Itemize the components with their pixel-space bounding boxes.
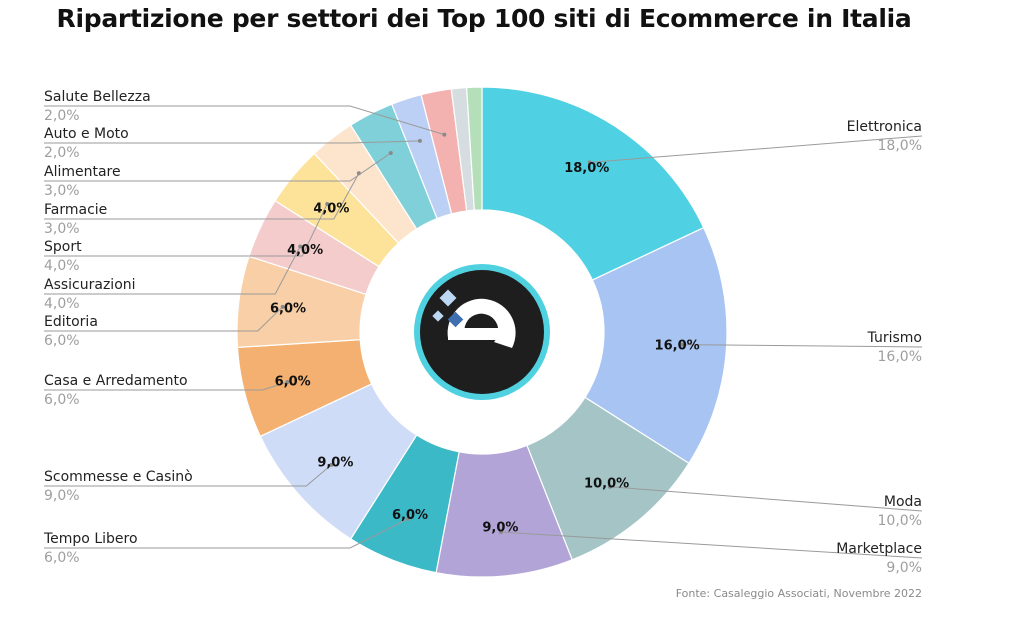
category-value-label: 6,0% (44, 333, 80, 349)
category-label: Tempo Libero (43, 531, 138, 547)
category-label: Turismo (867, 330, 922, 346)
category-label: Salute Bellezza (44, 89, 151, 105)
slice-value-label: 6,0% (392, 508, 428, 523)
slice-value-label: 6,0% (270, 301, 306, 316)
slice-value-label: 10,0% (584, 477, 629, 492)
outer-labels: Elettronica 18,0% Turismo 16,0% Moda 10,0% Mar… (43, 89, 922, 576)
leader-line (610, 486, 923, 512)
slice-value-label: 9,0% (482, 521, 518, 536)
slice-elettronica (481, 86, 705, 281)
category-label: Assicurazioni (44, 277, 136, 293)
leader-line (44, 381, 288, 391)
category-label: Farmacie (44, 202, 107, 218)
ecommerce-e-logo-icon (414, 264, 550, 400)
category-value-label: 16,0% (878, 349, 922, 365)
source-note: Fonte: Casaleggio Associati, Novembre 20… (675, 587, 922, 600)
leader-line (44, 173, 360, 220)
slice-value-label: 18,0% (564, 161, 609, 176)
leader-dot (680, 342, 685, 347)
leader-dot (417, 138, 422, 143)
leader-dot (498, 530, 503, 535)
leader-lines (44, 105, 923, 559)
category-value-label: 3,0% (44, 183, 80, 199)
category-value-label: 2,0% (44, 108, 80, 124)
leader-dot (608, 484, 613, 489)
leader-dot (280, 304, 285, 309)
category-label: Sport (44, 239, 82, 255)
category-label: Moda (884, 494, 922, 510)
category-label: Scommesse e Casinò (44, 469, 193, 485)
category-value-label: 4,0% (44, 296, 80, 312)
leader-line (44, 203, 328, 257)
category-label: Alimentare (44, 164, 121, 180)
category-value-label: 2,0% (44, 145, 80, 161)
leader-line (44, 518, 409, 549)
leader-dot (329, 462, 334, 467)
leader-dot (285, 379, 290, 384)
leader-line (44, 152, 392, 182)
category-value-label: 6,0% (44, 550, 80, 566)
leader-line (44, 306, 284, 332)
slice-value-label: 16,0% (655, 338, 700, 353)
leader-line (44, 105, 445, 136)
leader-line (500, 531, 923, 559)
leader-dot (325, 201, 330, 206)
leader-line (682, 344, 923, 348)
leader-dot (442, 132, 447, 137)
category-label: Casa e Arredamento (44, 373, 188, 389)
slice-value-label: 9,0% (317, 455, 353, 470)
leader-line (44, 140, 420, 144)
slice-turismo (584, 226, 728, 465)
category-label: Marketplace (836, 541, 922, 557)
leader-line (44, 464, 332, 487)
slice-value-label: 4,0% (313, 201, 349, 216)
leader-line (44, 246, 301, 295)
slice-value-label: 6,0% (275, 375, 311, 390)
slice-value-label: 4,0% (287, 243, 323, 258)
slice-unlabeled-15 (465, 86, 483, 211)
category-value-label: 10,0% (878, 513, 922, 529)
category-value-label: 4,0% (44, 258, 80, 274)
leader-line (589, 135, 923, 163)
leader-dot (298, 244, 303, 249)
category-value-label: 9,0% (886, 560, 922, 576)
category-value-label: 18,0% (878, 138, 922, 154)
category-label: Editoria (44, 314, 98, 330)
donut-slices (236, 86, 728, 578)
category-label: Elettronica (847, 119, 922, 135)
category-value-label: 3,0% (44, 221, 80, 237)
leader-dot (587, 160, 592, 165)
category-label: Auto e Moto (44, 126, 129, 142)
leader-dot (406, 516, 411, 521)
leader-dot (388, 150, 393, 155)
chart-title: Ripartizione per settori dei Top 100 sit… (56, 4, 912, 33)
category-value-label: 9,0% (44, 488, 80, 504)
slice-value-labels: 18,0% 16,0% 10,0% 9,0% 6,0% 9,0% 6,0% 6,0% 4,0% 4… (270, 161, 700, 536)
category-value-label: 6,0% (44, 392, 80, 408)
